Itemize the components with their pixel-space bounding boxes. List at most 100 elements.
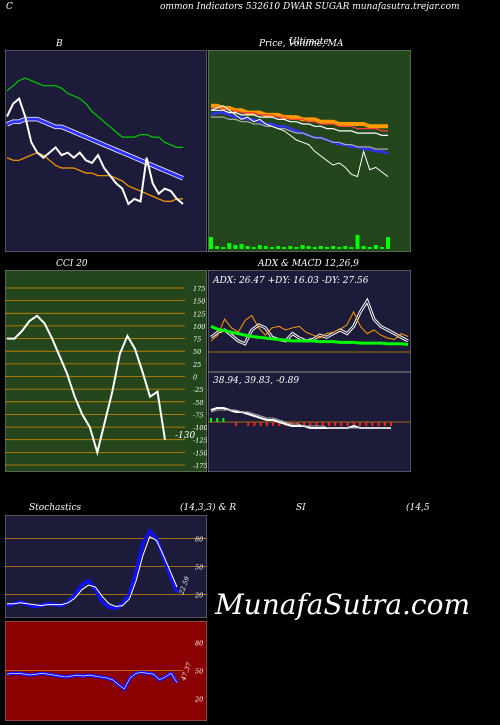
bollinger-title: B [56,39,63,49]
volume-bar [343,246,348,249]
volume-bar [325,247,329,249]
volume-bar [367,247,372,249]
cci-tick-label: -25 [193,386,203,394]
header-left-letter: C [6,2,13,12]
cci-tick-label: 25 [192,361,201,369]
cci-tick-label: 0 [193,374,197,382]
macd-histogram-bar [210,418,212,422]
macd-histogram-bar [216,418,219,422]
cci-tick-label: -50 [193,399,203,407]
price-title: Price, Volume, MA [259,39,344,49]
ma-line-0 [211,103,388,129]
macd-histogram-bar [247,422,250,426]
volume-bar [221,247,226,249]
volume-bar [318,246,323,249]
ma-line-4 [211,116,388,150]
macd-histogram-bar [278,422,281,426]
macd-histogram-bar [272,422,275,426]
stoch-tick-label: 80 [195,536,203,544]
cci-tick-label: -150 [193,449,207,457]
adx-values-label: ADX: 26.47 +DY: 16.03 -DY: 27.56 [212,276,369,286]
minus-di-line [210,310,409,342]
cci-line [7,314,166,457]
macd-histogram-bar [222,418,225,422]
macd-histogram-bar [259,422,262,426]
watermark: MunafaSutra.com [215,588,471,621]
volume-bar [233,245,238,249]
macd-histogram-bar [390,422,392,426]
rsi-tick-label: 50 [195,668,203,676]
volume-bar [227,243,232,249]
stoch-title-left: Stochastics [29,503,82,513]
macd-histogram-bar [340,422,343,426]
macd-histogram-bar [321,422,324,426]
cci-tick-label: -100 [193,424,207,432]
stoch-tick-label: 50 [195,564,203,572]
macd-histogram-bar [234,422,237,426]
volume-bar [270,247,274,249]
macd-histogram-bar [327,422,330,426]
volume-bar [355,235,360,249]
price-ma-chart [208,50,411,252]
volume-bar [306,246,311,249]
ma-line-2 [211,107,388,132]
volume-bar [209,237,213,249]
rsi-line-core [6,672,178,690]
cci-tick-label: 125 [193,310,205,318]
rsi-tick-label: 20 [194,695,203,703]
macd-histogram-bar [334,422,337,426]
volume-bar [373,245,378,249]
cci-tick-label: 100 [193,323,205,331]
volume-bar [263,246,268,249]
volume-bar [215,246,220,249]
macd-histogram-bar [371,422,374,426]
stoch-d-line [7,535,178,608]
adx-chart: ADX: 26.47 +DY: 16.03 -DY: 27.56 [208,270,411,372]
cci-tick-label: -75 [193,411,203,419]
cci-title: CCI 20 [56,259,88,269]
volume-bar [239,244,244,249]
macd-histogram-bar [253,422,256,426]
macd-values-label: 38.94, 39.83, -0.89 [213,376,299,386]
bollinger-lower-line [6,151,183,202]
cci-tick-label: 50 [193,348,201,356]
volume-bar [312,247,317,249]
macd-histogram-bar [359,422,361,426]
macd-histogram-bar [309,422,312,426]
macd-histogram-bar [352,422,355,426]
cci-tick-label: -125 [193,437,207,445]
bollinger-upper-line [6,77,183,149]
stoch-k-line [6,528,179,611]
cci-chart: 175 150 125 100 75 50 25 0 -25 -50 -75 -100 -125 -150… [5,270,207,472]
macd-histogram-bar [365,422,368,426]
cci-tick-label: 75 [193,336,201,344]
bollinger-chart [5,50,207,252]
stoch-tick-label: 20 [194,591,203,599]
price-title-overlap: Ultimate [289,37,329,47]
rsi-tick-label: 80 [195,640,203,648]
volume-bar [386,237,390,249]
volume-bar [282,247,287,249]
volume-bar [251,247,256,249]
page-title: ommon Indicators 532610 DWAR SUGAR munaf… [160,2,460,12]
macd-histogram-bar [315,422,318,426]
macd-signal-line [210,409,391,429]
macd-histogram-bar [346,422,349,426]
macd-histogram-bar [377,422,380,426]
volume-bar [349,247,354,249]
macd-chart: 38.94, 39.83, -0.89 [208,372,411,472]
rsi-title-right: (14,5 [406,503,430,513]
bollinger-price-line [6,96,184,206]
volume-bar [257,245,262,249]
cci-tick-label: 150 [193,298,205,306]
volume-bar [331,246,336,249]
volume-bar [245,246,250,249]
volume-bar [337,247,342,249]
macd-histogram-bar [265,422,268,426]
rsi-frame [5,621,207,721]
macd-histogram-bar [303,422,306,426]
stoch-title-right: (14,3,3) & R [180,503,237,513]
volume-bar [276,246,281,249]
volume-bar [294,247,299,249]
volume-bar [379,247,384,249]
